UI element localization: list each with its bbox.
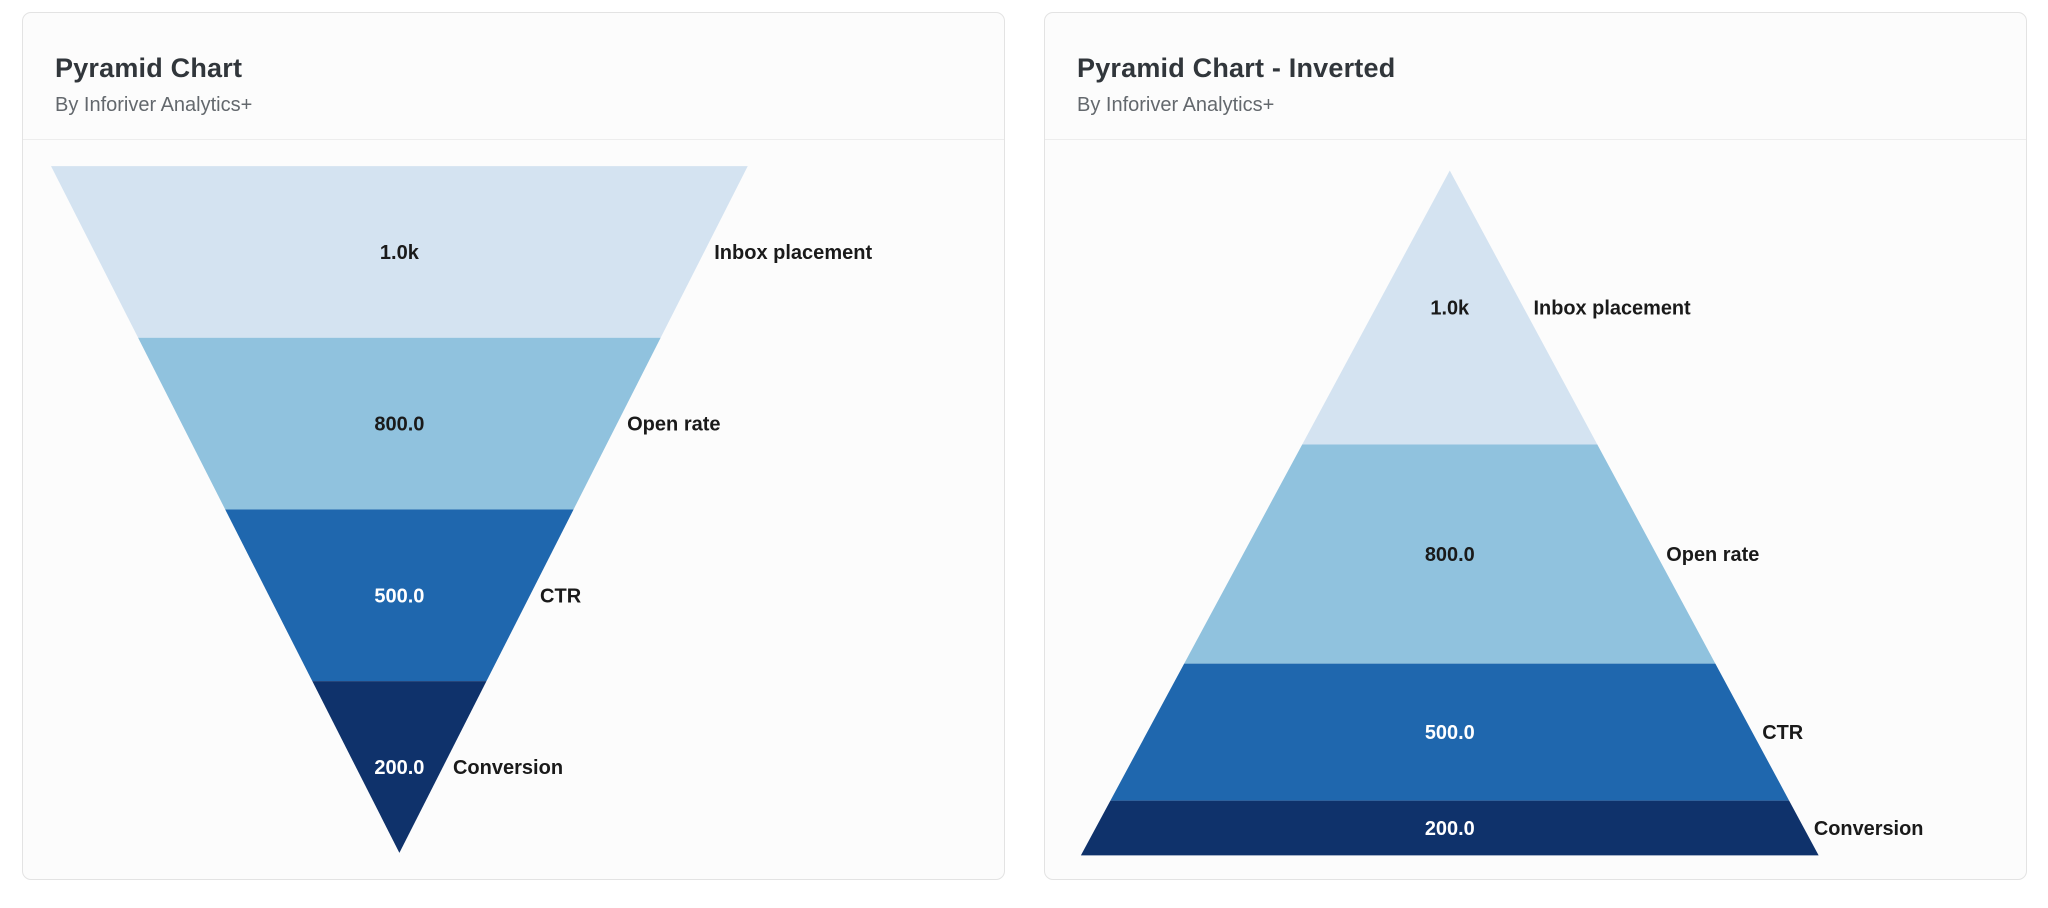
chart-subtitle: By Inforiver Analytics+: [55, 94, 253, 117]
category-label-ctr: CTR: [540, 585, 582, 607]
value-label-ctr: 500.0: [374, 585, 424, 607]
pyramid-segment-open-rate[interactable]: [1184, 444, 1716, 664]
chart-area: 1.0k Inbox placement 800.0 Open rate 500.0 CT…: [1045, 140, 2026, 879]
category-label-conversion: Conversion: [1814, 818, 1924, 840]
pyramid-segment-ctr[interactable]: [1110, 663, 1790, 801]
pyramid-segment-ctr[interactable]: [225, 509, 574, 682]
dashboard: Pyramid Chart By Inforiver Analytics+ 1.…: [22, 12, 2027, 880]
pyramid-segment-inbox-placement[interactable]: [1302, 170, 1598, 445]
chart-subtitle: By Inforiver Analytics+: [1077, 94, 1275, 117]
category-label-open-rate: Open rate: [1666, 544, 1759, 566]
chart-title: Pyramid Chart - Inverted: [1077, 53, 1396, 83]
value-label-open-rate: 800.0: [1425, 544, 1475, 566]
value-label-open-rate: 800.0: [374, 414, 424, 436]
category-label-open-rate: Open rate: [627, 414, 720, 436]
value-label-inbox-placement: 1.0k: [380, 242, 420, 264]
pyramid-segment-open-rate[interactable]: [138, 337, 661, 510]
inverted-pyramid-chart-card: Pyramid Chart - Inverted By Inforiver An…: [1044, 12, 2027, 880]
chart-title: Pyramid Chart: [55, 53, 243, 83]
pyramid-chart-card: Pyramid Chart By Inforiver Analytics+ 1.…: [22, 12, 1005, 880]
pyramid-segment-conversion[interactable]: [312, 681, 487, 853]
value-label-conversion: 200.0: [1425, 818, 1475, 840]
category-label-inbox-placement: Inbox placement: [1534, 298, 1692, 320]
pyramid-chart-canvas[interactable]: 1.0k Inbox placement 800.0 Open rate 500.0 CT…: [1045, 140, 2026, 879]
card-header: Pyramid Chart - Inverted By Inforiver An…: [1045, 13, 2026, 141]
value-label-conversion: 200.0: [374, 757, 424, 779]
category-label-conversion: Conversion: [453, 757, 563, 779]
value-label-inbox-placement: 1.0k: [1430, 298, 1470, 320]
pyramid-segment-conversion[interactable]: [1080, 800, 1819, 856]
card-header: Pyramid Chart By Inforiver Analytics+: [23, 13, 1004, 141]
category-label-ctr: CTR: [1762, 722, 1803, 744]
chart-area: 1.0k Inbox placement 800.0 Open rate 500.0 CT…: [23, 140, 1004, 879]
value-label-ctr: 500.0: [1425, 722, 1475, 744]
pyramid-segment-inbox-placement[interactable]: [51, 166, 748, 338]
pyramid-chart-canvas[interactable]: 1.0k Inbox placement 800.0 Open rate 500.0 CT…: [23, 140, 1004, 879]
category-label-inbox-placement: Inbox placement: [714, 242, 872, 264]
